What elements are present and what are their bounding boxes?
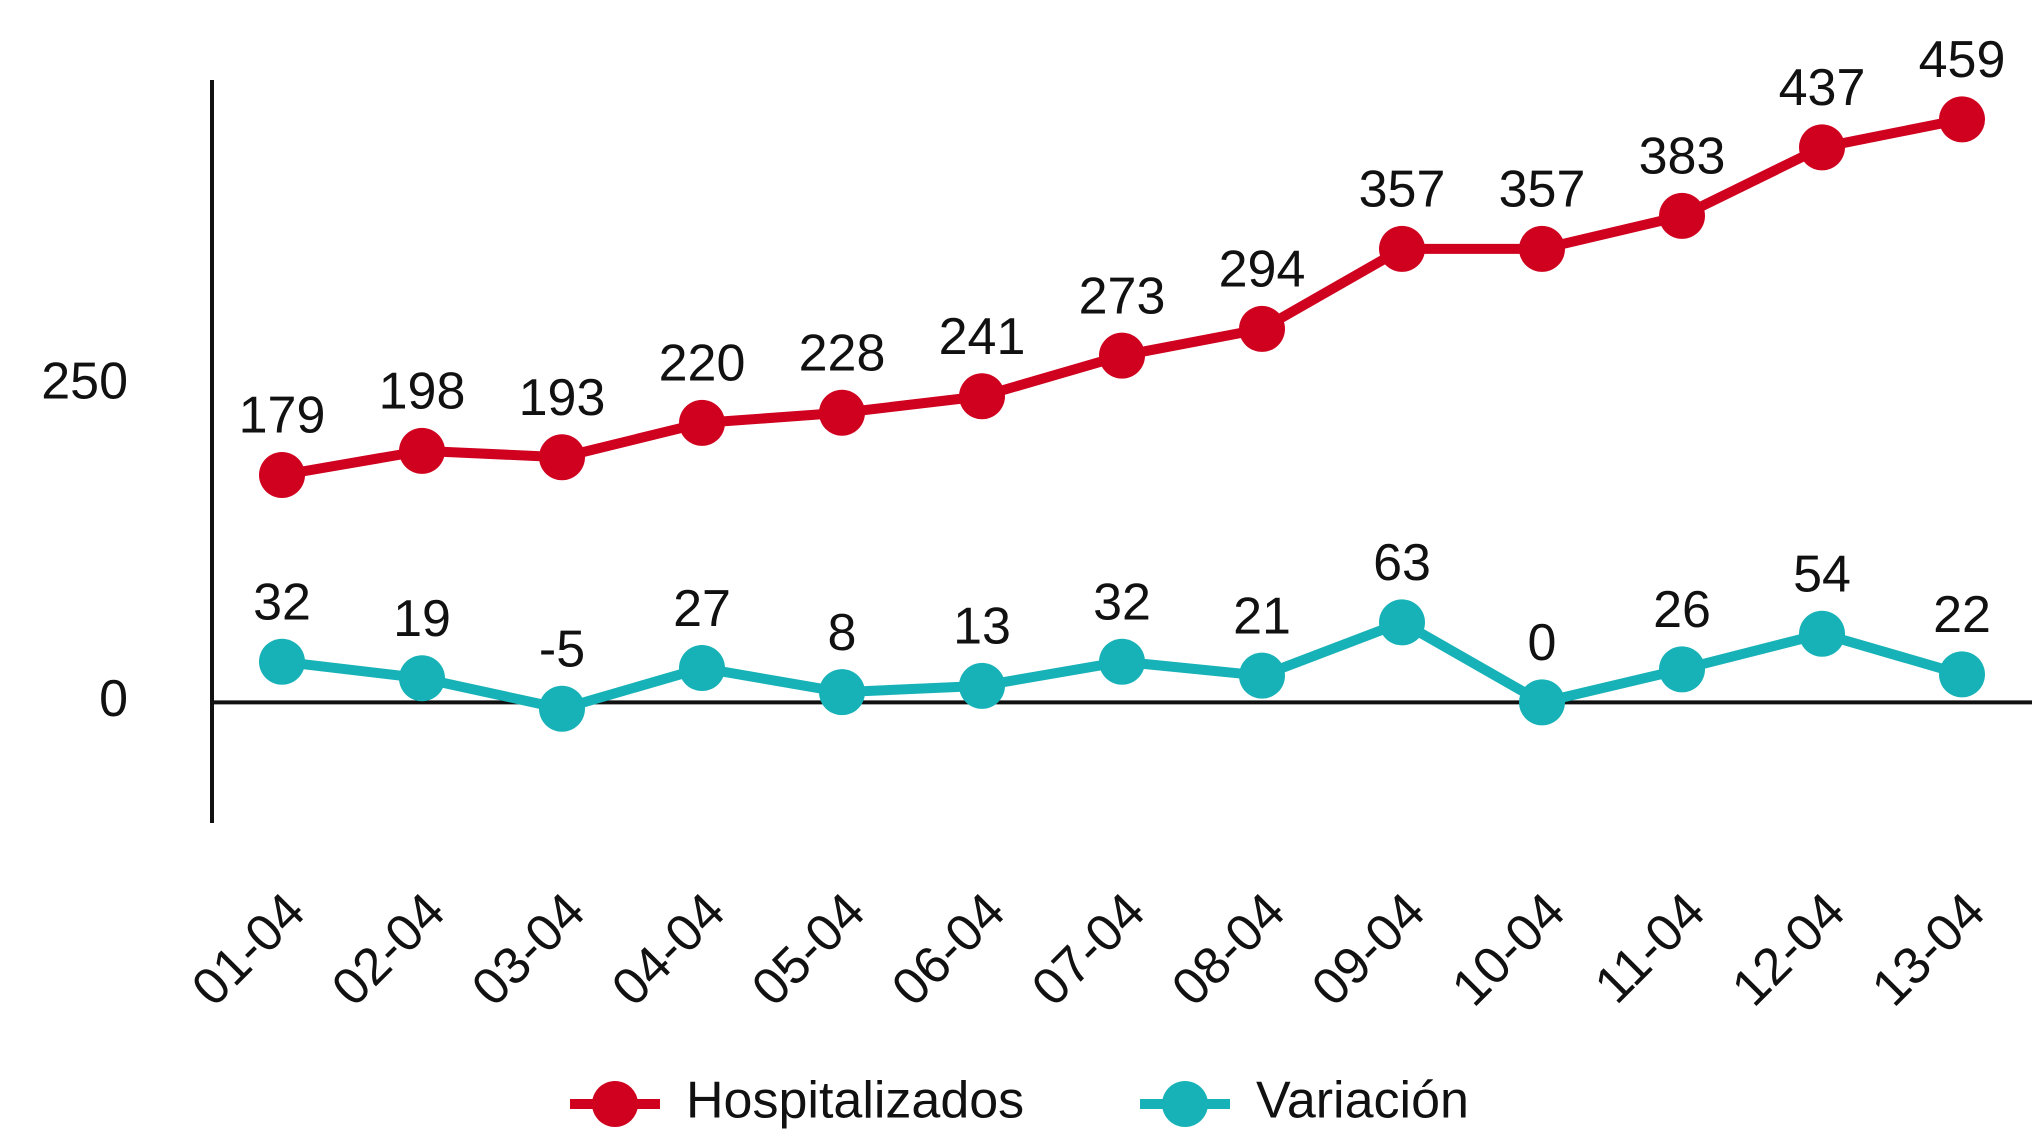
data-label: 22 [1933,586,1991,644]
data-label: 459 [1919,31,2006,89]
y-tick-label: 250 [41,353,128,411]
point [1799,610,1845,657]
legend-marker [1162,1081,1208,1127]
point [819,389,865,436]
data-label: 383 [1639,128,1726,186]
x-tick-label: 10-04 [1441,882,1576,1017]
point [959,662,1005,709]
data-label: 179 [239,387,326,445]
point [259,451,305,498]
data-label: 437 [1779,59,1866,117]
x-tick-label: 13-04 [1861,882,1996,1017]
point [679,645,725,692]
x-tick-label: 03-04 [461,882,596,1017]
point [1939,651,1985,698]
y-tick-label: 0 [99,670,128,728]
point [1099,332,1145,379]
data-label: 294 [1219,241,1306,299]
point [1519,679,1565,726]
data-label: 19 [393,590,451,648]
point [1939,96,1985,143]
point [259,638,305,685]
point [1799,124,1845,171]
data-label: 228 [799,324,886,382]
data-label: 26 [1653,581,1711,639]
point [679,399,725,446]
data-label: 357 [1359,161,1446,219]
point [1239,652,1285,699]
x-tick-label: 07-04 [1021,882,1156,1017]
legend-label: Variación [1256,1072,1469,1130]
point [1239,305,1285,352]
x-tick-label: 11-04 [1584,882,1716,1014]
data-label: 63 [1373,534,1431,592]
data-label: 13 [953,598,1011,656]
x-tick-label: 01-04 [181,882,316,1017]
data-label: 8 [828,604,857,662]
point [1659,646,1705,693]
point [1379,225,1425,272]
data-label: 32 [253,573,311,631]
data-label: 0 [1528,614,1557,672]
legend-marker [592,1081,638,1127]
point [819,669,865,716]
data-label: 198 [379,363,466,421]
point [1099,638,1145,685]
x-tick-label: 06-04 [881,882,1016,1017]
data-label: 21 [1233,587,1291,645]
point [1659,192,1705,239]
point [399,655,445,702]
data-label: 193 [519,369,606,427]
x-tick-label: 05-04 [741,882,876,1017]
legend-label: Hospitalizados [686,1072,1024,1130]
point [1379,599,1425,646]
point [539,685,585,732]
data-label: 241 [939,308,1026,366]
x-tick-label: 08-04 [1161,882,1296,1017]
data-label: 54 [1793,545,1851,603]
point [959,373,1005,420]
data-label: 220 [659,335,746,393]
data-label: -5 [539,620,585,678]
point [399,427,445,474]
data-label: 357 [1499,161,1586,219]
point [539,434,585,481]
x-tick-label: 02-04 [321,882,456,1017]
x-tick-label: 09-04 [1301,882,1436,1017]
x-tick-label: 12-04 [1721,882,1856,1017]
x-tick-label: 04-04 [601,882,736,1017]
point [1519,225,1565,272]
data-label: 273 [1079,267,1166,325]
data-label: 32 [1093,573,1151,631]
data-label: 27 [673,580,731,638]
